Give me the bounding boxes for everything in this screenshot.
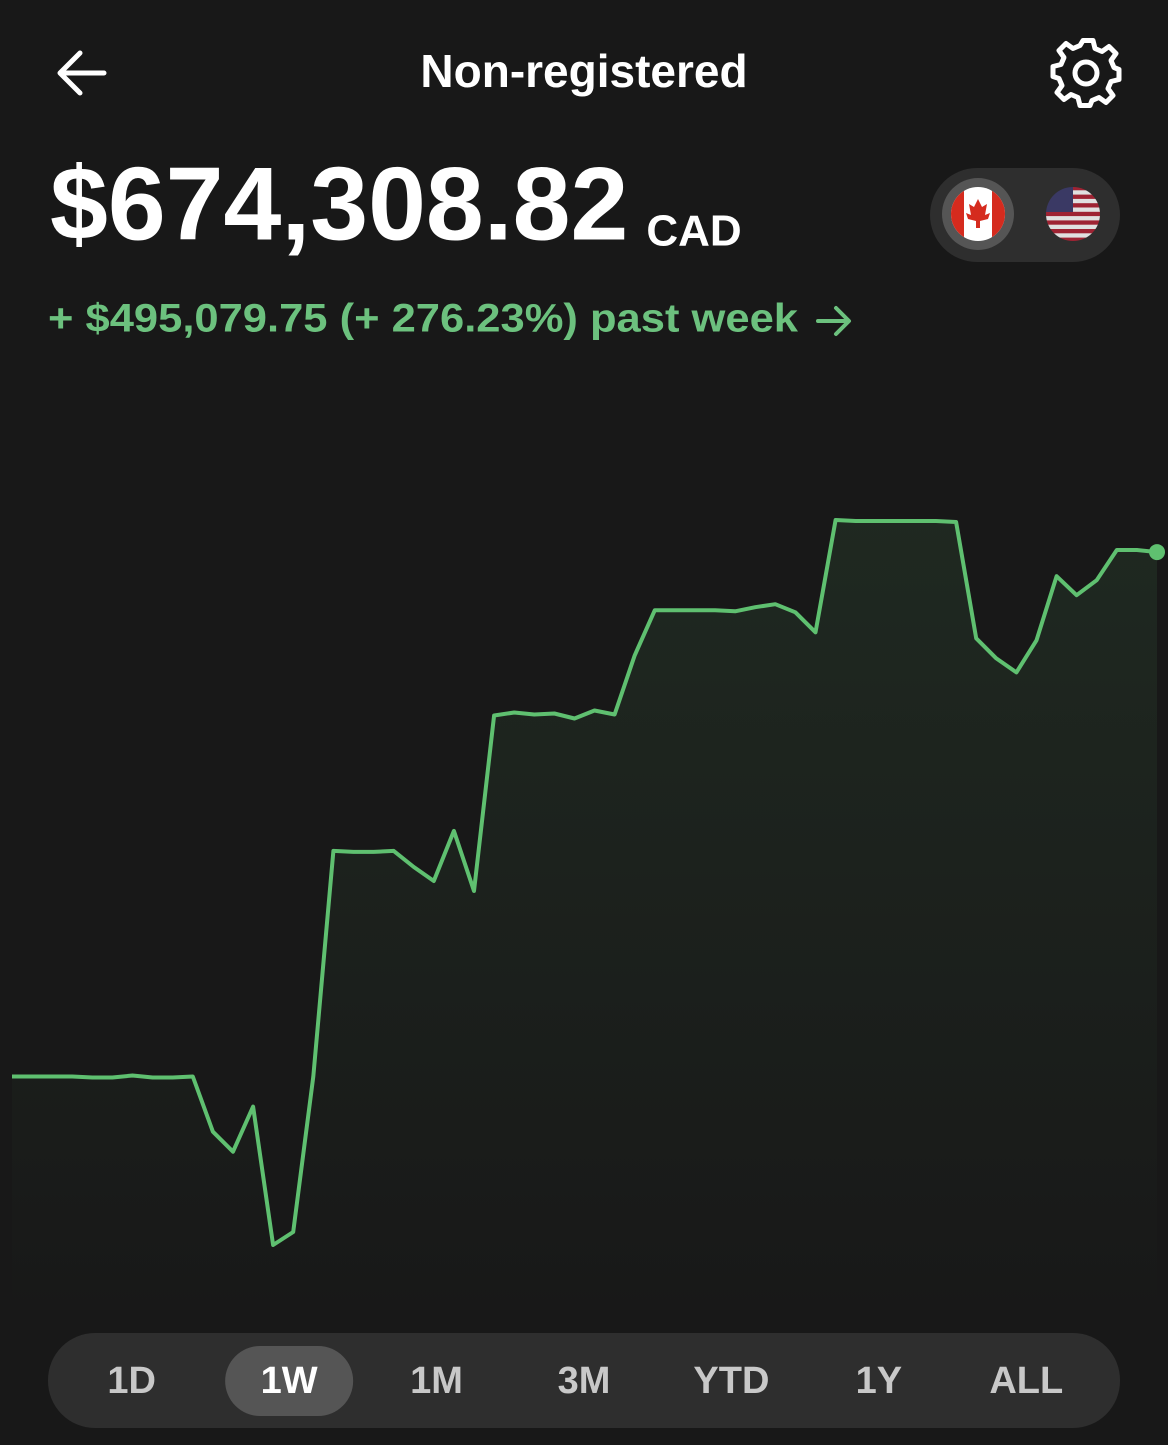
- canada-flag[interactable]: [950, 186, 1006, 242]
- back-button[interactable]: [57, 50, 107, 96]
- us-flag[interactable]: [1045, 186, 1101, 242]
- range-option[interactable]: 1D: [107, 1360, 156, 1402]
- change-text[interactable]: + $495,079.75 (+ 276.23%) past week: [48, 297, 799, 341]
- change-arrow[interactable]: [816, 306, 851, 336]
- range-option[interactable]: ALL: [989, 1360, 1063, 1402]
- range-option[interactable]: 1W: [261, 1360, 318, 1402]
- currency-toggle[interactable]: [930, 168, 1120, 262]
- range-selected-bg: [225, 1346, 354, 1416]
- range-option[interactable]: 1Y: [856, 1360, 902, 1402]
- balance-currency: CAD: [646, 207, 741, 256]
- settings-button[interactable]: [1050, 38, 1122, 108]
- range-options: 1D 1W 1M 3M YTD 1Y ALL: [107, 1346, 1063, 1416]
- range-option[interactable]: YTD: [693, 1360, 769, 1402]
- line: [12, 518, 1158, 1247]
- screen-title: Non-registered: [420, 45, 747, 97]
- range-option[interactable]: 3M: [558, 1360, 611, 1402]
- range-option[interactable]: 1M: [410, 1360, 463, 1402]
- chart: [12, 518, 1165, 1325]
- balance-amount: $674,308.82: [50, 146, 628, 262]
- end-point: [1149, 544, 1165, 561]
- line-area: [12, 520, 1157, 1325]
